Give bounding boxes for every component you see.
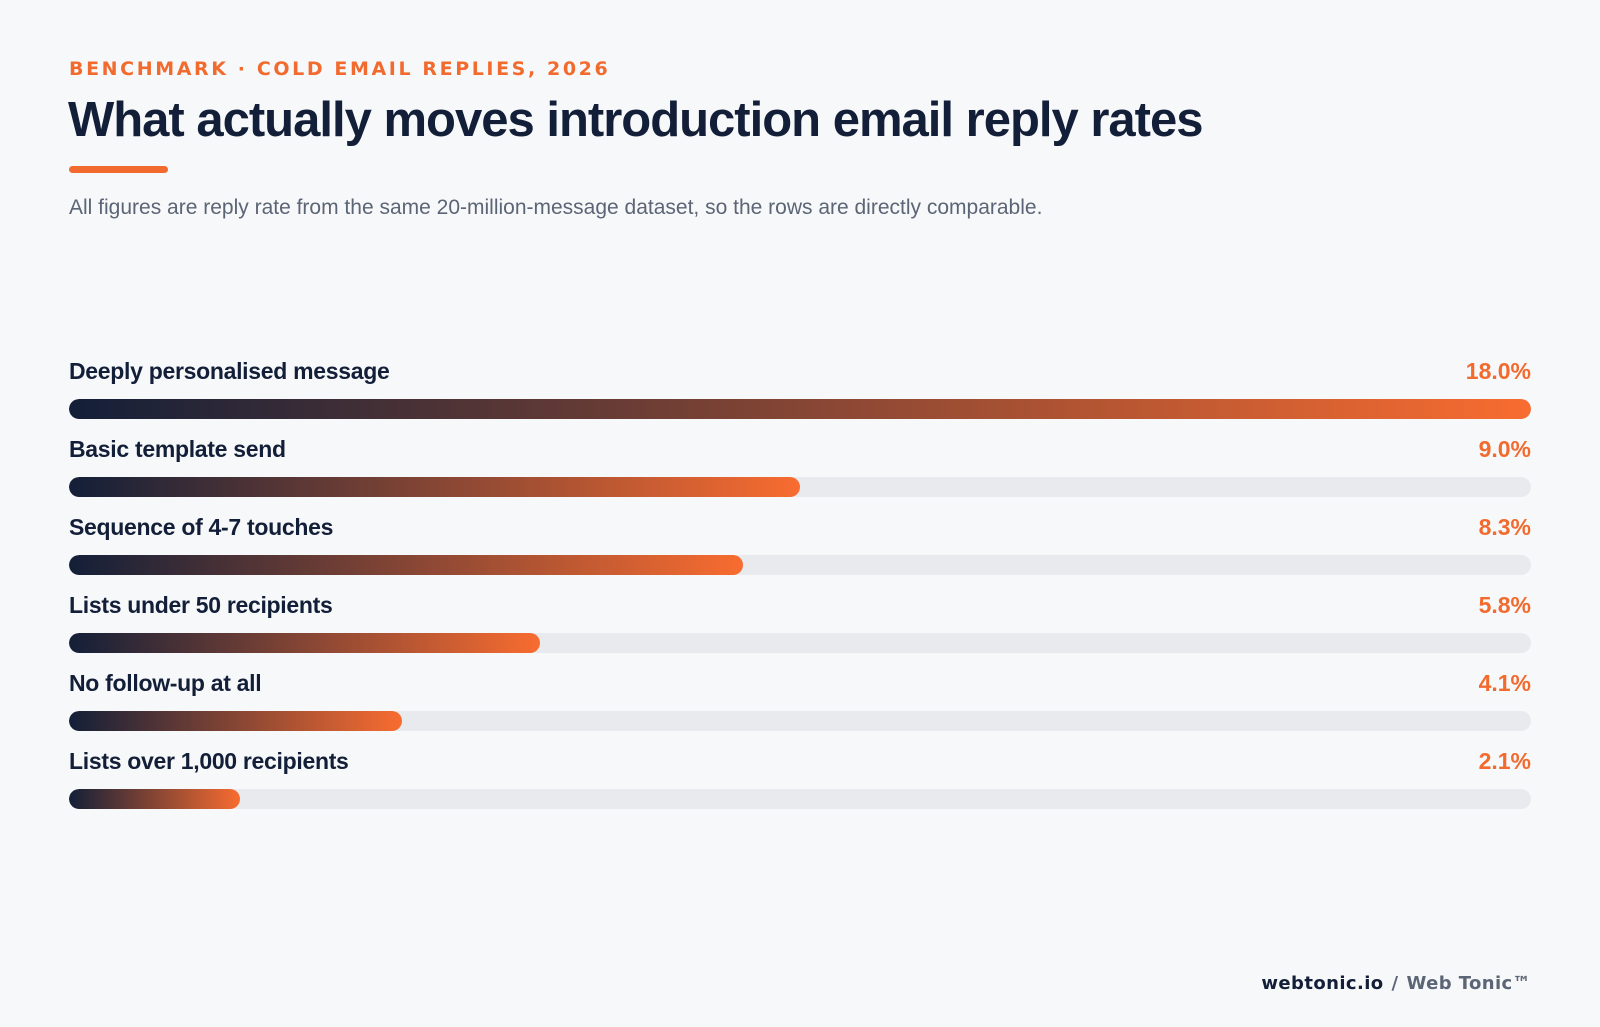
bar-fill [69,399,1531,419]
bar-value-label: 8.3% [1478,514,1531,540]
bar-row: Lists under 50 recipients 5.8% [69,592,1531,670]
bar-value-label: 5.8% [1478,592,1531,618]
footer-brand: Web Tonic™ [1406,973,1531,994]
bar-category-label: Sequence of 4-7 touches [69,514,334,540]
bar-category-label: Lists under 50 recipients [69,592,333,618]
bar-chart: Deeply personalised message 18.0% Basic te… [69,358,1531,826]
bar-fill [69,711,402,731]
bar-track [69,711,1531,731]
bar-track [69,789,1531,809]
bar-row: No follow-up at all 4.1% [69,670,1531,748]
bar-value-label: 4.1% [1478,670,1531,696]
bar-category-label: Deeply personalised message [69,358,390,384]
bar-value-label: 2.1% [1478,748,1531,774]
bar-track [69,633,1531,653]
bar-fill [69,633,541,653]
bar-track [69,477,1531,497]
bar-fill [69,555,744,575]
bar-row: Sequence of 4-7 touches 8.3% [69,514,1531,592]
bar-row: Deeply personalised message 18.0% [69,358,1531,436]
bar-fill [69,477,800,497]
footer-credit: webtonic.io / Web Tonic™ [1261,973,1531,994]
eyebrow-label: BENCHMARK · COLD EMAIL REPLIES, 2026 [69,58,611,80]
bar-category-label: Basic template send [69,436,286,462]
title-accent-rule [69,166,168,173]
bar-value-label: 18.0% [1465,358,1531,384]
bar-category-label: Lists over 1,000 recipients [69,748,349,774]
bar-track [69,399,1531,419]
bar-track [69,555,1531,575]
chart-subtitle: All figures are reply rate from the same… [69,196,1043,219]
footer-separator: / [1391,973,1399,994]
bar-row: Lists over 1,000 recipients 2.1% [69,748,1531,826]
bar-value-label: 9.0% [1478,436,1531,462]
chart-title: What actually moves introduction email r… [68,93,1203,147]
bar-category-label: No follow-up at all [69,670,262,696]
bar-row: Basic template send 9.0% [69,436,1531,514]
bar-fill [69,789,240,809]
footer-site: webtonic.io [1261,973,1384,994]
